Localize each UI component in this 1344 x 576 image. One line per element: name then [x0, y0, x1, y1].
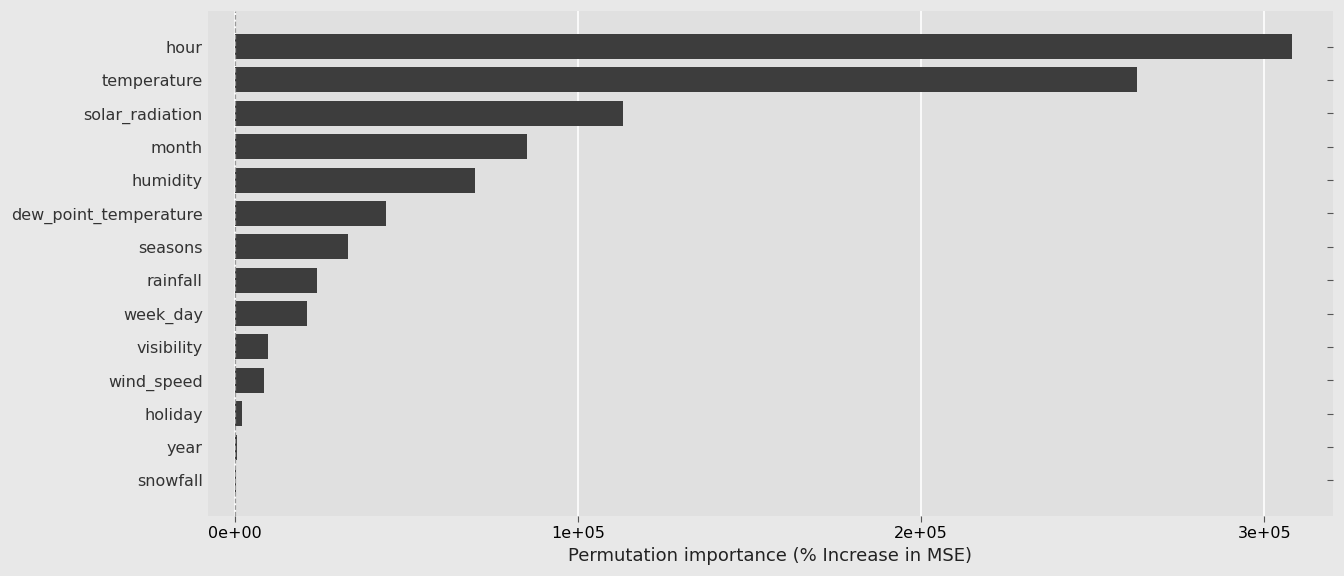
Bar: [235, 335, 267, 359]
Bar: [235, 268, 317, 293]
Bar: [235, 301, 308, 326]
Bar: [235, 67, 1137, 93]
Bar: [235, 234, 348, 259]
Bar: [235, 101, 622, 126]
Bar: [235, 368, 265, 393]
Bar: [235, 168, 476, 192]
X-axis label: Permutation importance (% Increase in MSE): Permutation importance (% Increase in MS…: [569, 547, 972, 565]
Bar: [235, 434, 237, 460]
Bar: [235, 201, 386, 226]
Bar: [235, 134, 527, 159]
Bar: [235, 401, 242, 426]
Bar: [235, 34, 1292, 59]
